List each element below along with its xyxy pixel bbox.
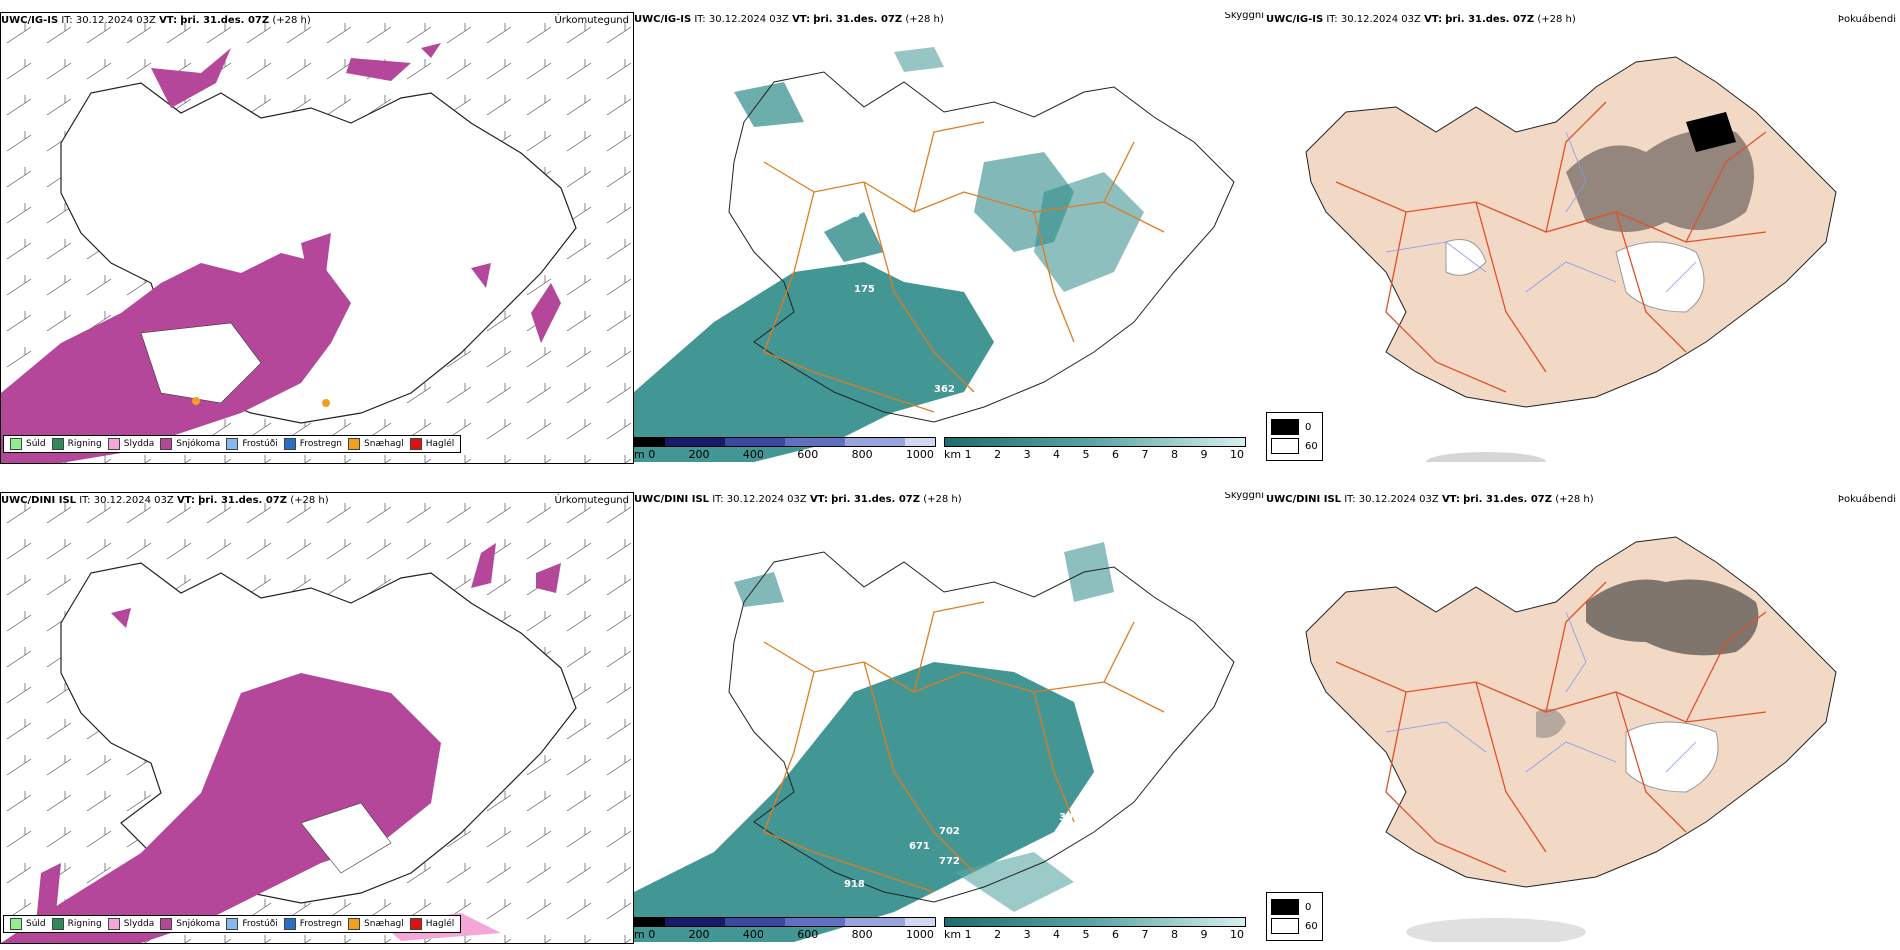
- cloud-label: 772: [939, 856, 960, 867]
- legend-swatch: [409, 438, 422, 450]
- legend-label: 60: [1305, 440, 1318, 452]
- legend-label: Snæhagl: [364, 919, 404, 929]
- precip-map-bottom: [1, 493, 633, 943]
- cloud-label: 918: [844, 879, 865, 890]
- iceland-land: [1305, 56, 1837, 408]
- cloud-label: 46: [849, 169, 863, 180]
- legend-label: Slydda: [123, 919, 155, 929]
- panel-title: Þokuábendi: [1837, 14, 1896, 25]
- road-network: [1335, 581, 1767, 873]
- legend-label: Súld: [26, 919, 46, 929]
- visibility-colorbar: [944, 437, 1246, 447]
- legend-label: Rigning: [67, 439, 102, 449]
- legend-swatch: [51, 918, 64, 930]
- cloud-label: 175: [854, 284, 875, 295]
- fog-map-top: [1305, 56, 1837, 462]
- visibility-scale-labels: km 1 2 3 4 5 6 7 8 9 10: [944, 928, 1244, 941]
- visibility-scale-labels: km 1 2 3 4 5 6 7 8 9 10: [944, 448, 1244, 461]
- legend-label: Frostúði: [242, 919, 278, 929]
- legend-label: Frostúði: [242, 439, 278, 449]
- cloud-label: 106: [839, 209, 860, 220]
- cloud-map-bottom: 305 702 671 918 772: [634, 542, 1235, 942]
- legend-label: Snjókoma: [176, 439, 221, 449]
- legend-label: Haglél: [425, 439, 455, 449]
- panel-header: UWC/IG-IS IT: 30.12.2024 03Z VT: þri. 31…: [634, 14, 944, 25]
- precip-legend: Súld Rigning Slydda Snjókoma Frostúði Fr…: [3, 915, 462, 933]
- cloud-label: 394: [874, 139, 895, 150]
- cloud-panel-top: 394 46 106 175 362 UWC/IG-IS IT: 30.12.2…: [634, 12, 1264, 462]
- height-colorbar: [634, 437, 936, 447]
- legend-label: 0: [1305, 421, 1312, 433]
- legend-swatch: [226, 438, 239, 450]
- legend-swatch: [160, 438, 173, 450]
- precip-type-panel-bottom: UWC/DINI ISL IT: 30.12.2024 03Z VT: þri.…: [0, 492, 634, 944]
- river-network: [1385, 131, 1697, 293]
- fog-panel-bottom: UWC/DINI ISL IT: 30.12.2024 03Z VT: þri.…: [1266, 492, 1900, 942]
- fog-map-bottom: [1305, 536, 1837, 942]
- panel-header: UWC/IG-IS IT: 30.12.2024 03Z VT: þri. 31…: [1266, 14, 1576, 25]
- panel-title: Þokuábendi: [1837, 494, 1896, 505]
- legend-label: Frostregn: [299, 919, 343, 929]
- precip-legend: Súld Rigning Slydda Snjókoma Frostúði Fr…: [3, 435, 462, 453]
- cloud-label: 305: [1059, 812, 1080, 823]
- legend-swatch: [160, 918, 173, 930]
- panel-header: UWC/DINI ISL IT: 30.12.2024 03Z VT: þri.…: [1266, 494, 1594, 505]
- legend-label: Frostregn: [299, 439, 343, 449]
- legend-label: Súld: [26, 439, 46, 449]
- legend-swatch: [348, 918, 361, 930]
- cloud-label: 362: [934, 384, 955, 395]
- snow-area: [140, 322, 262, 404]
- cloud-label: 671: [909, 841, 930, 852]
- height-scale-labels: m 0 200 400 600 800 1000: [634, 448, 934, 461]
- legend-swatch: [1271, 419, 1299, 435]
- legend-label: Slydda: [123, 439, 155, 449]
- legend-label: 60: [1305, 920, 1318, 932]
- panel-title: Úrkomutegund: [554, 15, 629, 26]
- fog-legend-top: 0 60: [1266, 412, 1323, 461]
- cloud-map-top: 394 46 106 175 362: [634, 47, 1235, 462]
- legend-swatch: [107, 438, 120, 450]
- iceland-land: [1305, 536, 1837, 888]
- legend-label: Haglél: [425, 919, 455, 929]
- height-scale-labels: m 0 200 400 600 800 1000: [634, 928, 934, 941]
- legend-swatch: [283, 438, 296, 450]
- legend-swatch: [10, 918, 22, 930]
- cloud-label: 702: [939, 826, 960, 837]
- road-network: [763, 121, 1165, 413]
- legend-label: 0: [1305, 901, 1312, 913]
- fog-legend-bottom: 0 60: [1266, 892, 1323, 941]
- legend-swatch: [1271, 918, 1299, 934]
- iceland-outline: [728, 551, 1235, 903]
- fog-panel-top: UWC/IG-IS IT: 30.12.2024 03Z VT: þri. 31…: [1266, 12, 1900, 462]
- road-network: [763, 601, 1165, 893]
- panel-header: UWC/DINI ISL IT: 30.12.2024 03Z VT: þri.…: [1, 495, 329, 506]
- panel-title: Skyggni: [1224, 12, 1264, 21]
- river-network: [1385, 611, 1697, 773]
- height-colorbar: [634, 917, 936, 927]
- road-network: [1335, 101, 1767, 393]
- panel-header: UWC/IG-IS IT: 30.12.2024 03Z VT: þri. 31…: [1, 15, 311, 26]
- visibility-colorbar: [944, 917, 1246, 927]
- legend-swatch: [1271, 438, 1299, 454]
- cloud-panel-bottom: 305 702 671 918 772 UWC/DINI ISL IT: 30.…: [634, 492, 1264, 942]
- legend-swatch: [10, 438, 22, 450]
- legend-swatch: [348, 438, 361, 450]
- legend-label: Snæhagl: [364, 439, 404, 449]
- precip-map-top: [1, 13, 633, 463]
- snow-area: [1, 673, 441, 943]
- legend-label: Snjókoma: [176, 919, 221, 929]
- legend-label: Rigning: [67, 919, 102, 929]
- legend-swatch: [107, 918, 120, 930]
- iceland-outline: [728, 71, 1235, 423]
- precip-type-panel-top: UWC/IG-IS IT: 30.12.2024 03Z VT: þri. 31…: [0, 12, 634, 464]
- legend-swatch: [409, 918, 422, 930]
- panel-header: UWC/DINI ISL IT: 30.12.2024 03Z VT: þri.…: [634, 494, 962, 505]
- legend-swatch: [283, 918, 296, 930]
- panel-title: Skyggni: [1224, 492, 1264, 501]
- legend-swatch: [226, 918, 239, 930]
- panel-title: Úrkomutegund: [554, 495, 629, 506]
- legend-swatch: [51, 438, 64, 450]
- legend-swatch: [1271, 899, 1299, 915]
